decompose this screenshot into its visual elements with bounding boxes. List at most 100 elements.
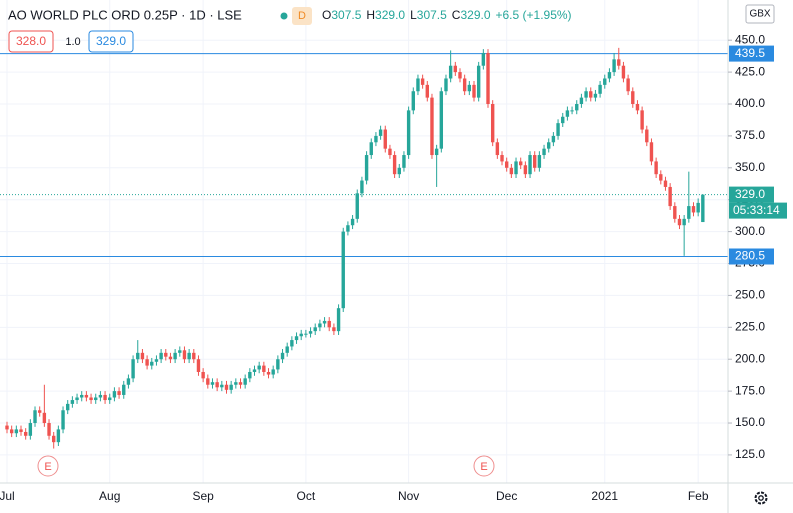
x-tick-label: Feb [688, 489, 709, 503]
candle-body [299, 333, 303, 337]
candle-body [341, 231, 345, 309]
candle-body [364, 155, 369, 181]
settings-icon[interactable] [754, 491, 768, 505]
candle-body [519, 161, 523, 166]
candle-body [140, 352, 145, 360]
candle-body [696, 202, 700, 213]
x-tick-label: Dec [496, 489, 517, 503]
event-badge[interactable] [37, 455, 59, 477]
quote-value: +6.5 (+1.95%) [496, 8, 572, 22]
candle-body [346, 225, 350, 232]
y-tick-label: 200.0 [735, 351, 765, 365]
candle-body [388, 148, 392, 156]
gear [754, 491, 768, 505]
y-tick-label: 350.0 [735, 160, 765, 174]
candle-body [561, 116, 565, 124]
candle-body [495, 142, 500, 156]
candle-body [294, 336, 299, 341]
candle-body [420, 78, 425, 85]
candle-body [271, 369, 275, 375]
x-tick-label: Oct [297, 489, 316, 503]
bid: 328.0 [16, 34, 46, 48]
currency-box[interactable] [745, 4, 775, 24]
candle-body [360, 180, 364, 194]
candle-body [350, 218, 355, 226]
candle-body [556, 123, 560, 136]
y-tick-label: 425.0 [735, 64, 765, 78]
candle-body [19, 429, 23, 432]
y-tick-label: 450.0 [735, 32, 765, 46]
candle-body [701, 194, 705, 223]
price-label-box [729, 248, 774, 265]
candle-body [462, 78, 467, 92]
candle-body [313, 327, 317, 332]
candle-body [593, 93, 598, 98]
candle-body [192, 352, 196, 360]
bid-box[interactable] [8, 30, 54, 53]
candle-body [635, 104, 640, 111]
candle-body [514, 161, 518, 175]
candle-body [89, 397, 93, 401]
candle-body [430, 97, 434, 156]
candle-body [570, 110, 574, 112]
candle-body [677, 218, 682, 226]
candle-body [61, 410, 65, 430]
candle-body [14, 429, 19, 434]
candle-body [467, 84, 472, 92]
candle-body [33, 410, 37, 424]
candle-body [691, 206, 696, 213]
ask-box[interactable] [88, 30, 134, 53]
candle-body [220, 384, 224, 388]
quote-label: O [322, 8, 331, 22]
ask: 329.0 [96, 34, 126, 48]
candle-body [645, 129, 649, 143]
candle-body [262, 365, 266, 372]
candle-body [476, 65, 481, 98]
badge [292, 7, 312, 25]
candle-body [112, 391, 117, 398]
candle-body [659, 174, 663, 181]
candle-body [145, 359, 149, 366]
spread: 1.0 [65, 36, 80, 48]
candle-body [411, 91, 415, 111]
y-tick-label: 400.0 [735, 96, 765, 110]
candle-body [257, 365, 261, 370]
candle-body [266, 371, 271, 375]
quote-label: H [366, 8, 375, 22]
candle-body [565, 110, 570, 117]
candle-body [52, 435, 56, 443]
x-tick-label: 2021 [591, 489, 618, 503]
candle-body [238, 382, 243, 385]
candle-body [9, 429, 14, 434]
event-label: E [480, 461, 487, 473]
candle-body [486, 52, 490, 105]
candle-body [229, 384, 233, 390]
x-tick-label: Sep [192, 489, 214, 503]
candle-body [5, 425, 9, 430]
candle-body [136, 352, 140, 360]
candle-body [579, 97, 584, 105]
candle-body [131, 359, 135, 379]
candle-body [490, 104, 495, 143]
candle-body [504, 161, 509, 168]
candle-body [458, 72, 462, 79]
candle-body [402, 155, 406, 168]
candle-body [378, 129, 383, 136]
candle-body [439, 91, 444, 149]
candle-body [285, 346, 289, 353]
price-label: 329.0 [735, 187, 765, 201]
candle-body [589, 91, 593, 98]
candle-body [448, 65, 453, 79]
candle-body [673, 206, 677, 219]
candle-body [318, 323, 322, 328]
candle-body [47, 423, 51, 436]
event-badge[interactable] [473, 455, 495, 477]
candle-body [322, 320, 327, 324]
candle-body [42, 412, 47, 424]
candle-body [663, 180, 668, 187]
candle-body [173, 352, 177, 360]
countdown: 05:33:14 [733, 203, 780, 217]
candle-body [369, 142, 373, 156]
y-tick-label: 175.0 [735, 383, 765, 397]
interval-badge: D [298, 10, 306, 22]
